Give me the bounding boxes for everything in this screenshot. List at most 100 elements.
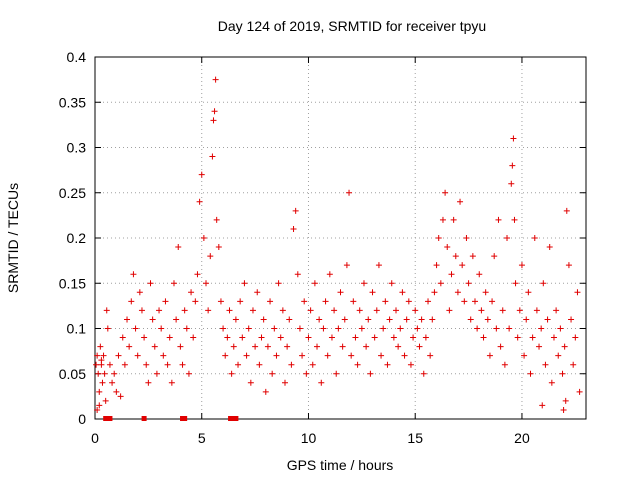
data-point	[143, 361, 150, 368]
data-point	[429, 316, 436, 323]
data-point	[531, 235, 538, 241]
data-point	[395, 343, 402, 350]
data-point	[433, 262, 440, 269]
data-point	[363, 343, 370, 350]
data-point	[97, 343, 104, 350]
data-point	[200, 235, 207, 241]
data-point	[367, 370, 374, 377]
data-point	[508, 180, 515, 187]
data-point	[416, 343, 423, 350]
data-point	[132, 325, 139, 332]
data-point	[207, 253, 214, 260]
data-point	[239, 334, 246, 341]
data-point	[397, 325, 404, 332]
data-point	[115, 352, 122, 359]
data-point	[288, 361, 295, 368]
data-point	[533, 307, 540, 314]
data-point	[568, 316, 575, 323]
data-point	[562, 397, 569, 404]
x-tick-label: 20	[514, 430, 530, 446]
data-point	[516, 307, 523, 314]
data-point	[536, 343, 543, 350]
data-point	[164, 361, 171, 368]
data-point	[279, 307, 286, 314]
y-tick-label: 0.25	[59, 185, 86, 201]
data-point	[544, 316, 551, 323]
gap-marker	[228, 416, 234, 421]
data-point	[461, 298, 468, 305]
data-point	[230, 343, 237, 350]
data-point	[418, 316, 425, 323]
data-point	[425, 298, 432, 305]
data-point	[373, 307, 380, 314]
data-point	[527, 370, 534, 377]
data-point	[478, 307, 485, 314]
data-point	[511, 216, 518, 223]
data-point	[273, 352, 280, 359]
data-point	[339, 343, 346, 350]
data-point	[324, 352, 331, 359]
data-point	[369, 289, 376, 296]
data-point	[215, 244, 222, 251]
data-point	[465, 280, 472, 287]
data-point	[309, 361, 316, 368]
data-point	[529, 334, 536, 341]
data-point	[307, 307, 314, 314]
data-point	[576, 388, 583, 395]
data-point	[267, 298, 274, 305]
data-point	[495, 216, 502, 223]
data-point	[452, 253, 459, 260]
data-point	[260, 316, 267, 323]
data-point	[497, 343, 504, 350]
data-point	[168, 379, 175, 386]
y-tick-label: 0.4	[67, 49, 87, 65]
data-point	[431, 289, 438, 296]
x-tick-label: 10	[301, 430, 317, 446]
data-point	[128, 298, 135, 305]
data-point	[209, 153, 216, 160]
data-point	[499, 307, 506, 314]
data-point	[484, 316, 491, 323]
data-point	[523, 316, 530, 323]
data-point	[96, 402, 103, 409]
data-point	[420, 370, 427, 377]
data-point	[94, 352, 101, 359]
data-point	[170, 280, 177, 287]
data-point	[252, 343, 259, 350]
data-point	[224, 334, 231, 341]
data-point	[121, 361, 128, 368]
gap-marker	[182, 416, 188, 421]
data-point	[314, 343, 321, 350]
data-point	[450, 216, 457, 223]
data-point	[98, 357, 105, 364]
y-tick-label: 0.35	[59, 94, 86, 110]
data-point	[574, 289, 581, 296]
data-point	[258, 334, 265, 341]
data-point	[94, 406, 101, 413]
data-point	[281, 379, 288, 386]
data-point	[352, 334, 359, 341]
data-point	[509, 162, 516, 169]
data-point	[486, 352, 493, 359]
data-point	[550, 334, 557, 341]
data-point	[296, 325, 303, 332]
data-point	[243, 352, 250, 359]
data-points	[93, 76, 583, 413]
data-point	[249, 307, 256, 314]
data-point	[542, 361, 549, 368]
data-point	[160, 352, 167, 359]
data-point	[254, 289, 261, 296]
data-point	[205, 307, 212, 314]
data-point	[212, 76, 219, 83]
data-point	[510, 135, 517, 142]
data-point	[538, 325, 545, 332]
data-point	[444, 244, 451, 251]
data-point	[177, 343, 184, 350]
data-point	[151, 343, 158, 350]
data-point	[570, 361, 577, 368]
data-point	[188, 289, 195, 296]
data-point	[162, 298, 169, 305]
axis-ticks: 0 0.05 0.1 0.15 0.2 0.25 0.3 0.35 0.4 0 5 10 15 20	[59, 49, 586, 446]
data-point	[235, 361, 242, 368]
y-tick-label: 0.05	[59, 366, 86, 382]
